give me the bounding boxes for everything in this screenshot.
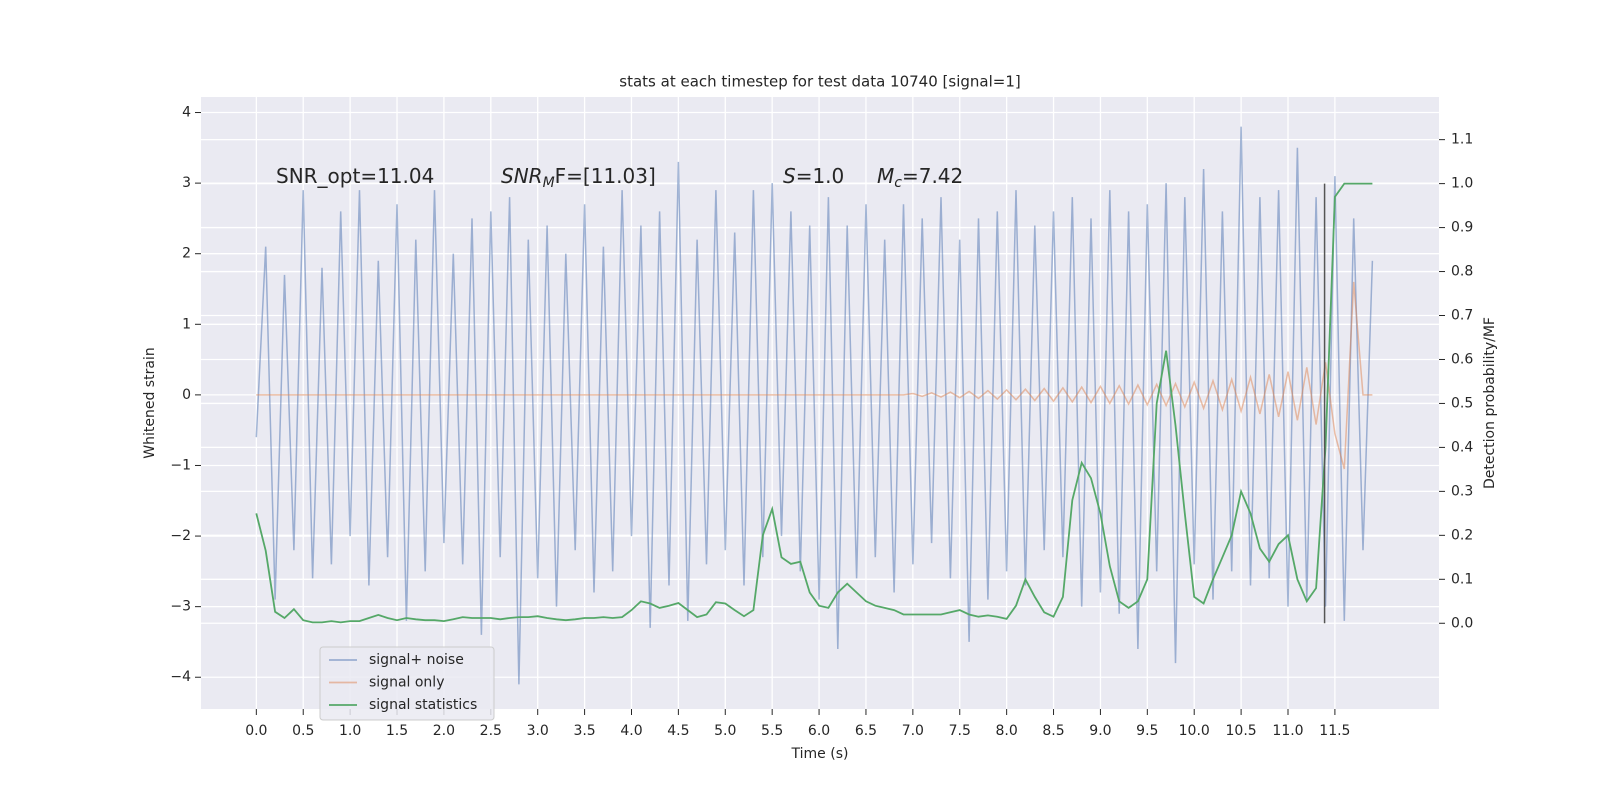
- x-tick-label: 7.5: [949, 723, 971, 739]
- legend-label: signal+ noise: [369, 652, 464, 668]
- y-axis-label: Whitened strain: [142, 347, 158, 458]
- series-line: [255, 182, 1373, 624]
- y-tick-label: −1: [170, 457, 191, 473]
- annotation: SNRMF=[11.03]: [501, 164, 656, 192]
- annotation-base: SNR_opt=11.04: [276, 164, 434, 188]
- y2-tick-label: 0.7: [1451, 308, 1473, 324]
- y-tick-label: 1: [182, 316, 191, 332]
- y-tick-label: −2: [170, 528, 191, 544]
- legend-box: [319, 646, 495, 721]
- x-tick-label: 11.0: [1272, 723, 1303, 739]
- x-tick-label: 3.0: [527, 723, 549, 739]
- x-tick-label: 4.0: [620, 723, 642, 739]
- chart-title: stats at each timestep for test data 107…: [619, 73, 1020, 91]
- y2-tick-label: 0.5: [1451, 395, 1473, 411]
- x-tick-label: 1.5: [386, 723, 408, 739]
- x-tick-label: 1.0: [339, 723, 361, 739]
- annotation-base: SNR: [501, 164, 543, 188]
- annotation-sub: c: [894, 175, 902, 191]
- annotation-sub: M: [543, 175, 555, 191]
- x-tick-label: 3.5: [573, 723, 595, 739]
- y2-tick-label: 0.8: [1451, 264, 1473, 280]
- y-tick-label: 3: [182, 175, 191, 191]
- x-tick-label: 6.5: [855, 723, 877, 739]
- y2-tick-label: 1.1: [1451, 132, 1473, 148]
- x-tick-label: 0.0: [245, 723, 267, 739]
- legend-label: signal only: [369, 675, 444, 691]
- x-tick-label: 9.5: [1136, 723, 1158, 739]
- x-tick-label: 5.0: [714, 723, 736, 739]
- x-tick-label: 0.5: [292, 723, 314, 739]
- x-tick-label: 8.0: [996, 723, 1018, 739]
- x-tick-label: 7.0: [902, 723, 924, 739]
- y2-tick-label: 0.1: [1451, 571, 1473, 587]
- x-tick-label: 10.5: [1226, 723, 1257, 739]
- y-tick-label: 4: [182, 105, 191, 121]
- legend: signal+ noise signal only signal statistic…: [319, 646, 495, 721]
- x-axis-label: Time (s): [791, 746, 849, 762]
- y2-axis-label: Detection probability/MF: [1482, 317, 1498, 489]
- x-tick-label: 4.5: [667, 723, 689, 739]
- series-line: [256, 281, 1373, 470]
- y-tick-label: −4: [170, 669, 191, 685]
- annotation: Mc=7.42: [877, 164, 963, 192]
- x-tick-label: 9.0: [1089, 723, 1111, 739]
- annotation-rest: F=[11.03]: [555, 164, 656, 188]
- annotation-base: S: [783, 164, 796, 188]
- y-tick-label: −3: [170, 599, 191, 615]
- annotation-rest: =1.0: [796, 164, 845, 188]
- y2-tick-label: 1.0: [1451, 176, 1473, 192]
- annotation-rest: =7.42: [902, 164, 963, 188]
- legend-label: signal statistics: [369, 697, 477, 713]
- y2-tick-label: 0.9: [1451, 220, 1473, 236]
- series-line: [255, 126, 1374, 685]
- x-tick-label: 11.5: [1319, 723, 1350, 739]
- annotation: S=1.0: [783, 164, 844, 188]
- y2-tick-label: 0.6: [1451, 351, 1473, 367]
- x-tick-label: 8.5: [1042, 723, 1064, 739]
- y2-tick-label: 0.2: [1451, 527, 1473, 543]
- x-tick-label: 2.0: [433, 723, 455, 739]
- x-tick-label: 10.0: [1179, 723, 1210, 739]
- x-tick-label: 2.5: [480, 723, 502, 739]
- x-tick-label: 5.5: [761, 723, 783, 739]
- x-tick-label: 6.0: [808, 723, 830, 739]
- annotation-base: M: [877, 164, 894, 188]
- y2-tick-label: 0.4: [1451, 439, 1473, 455]
- y-tick-label: 0: [182, 387, 191, 403]
- y2-tick-label: 0.0: [1451, 615, 1473, 631]
- annotation: SNR_opt=11.04: [276, 164, 434, 188]
- y-tick-label: 2: [182, 246, 191, 262]
- y2-tick-label: 0.3: [1451, 483, 1473, 499]
